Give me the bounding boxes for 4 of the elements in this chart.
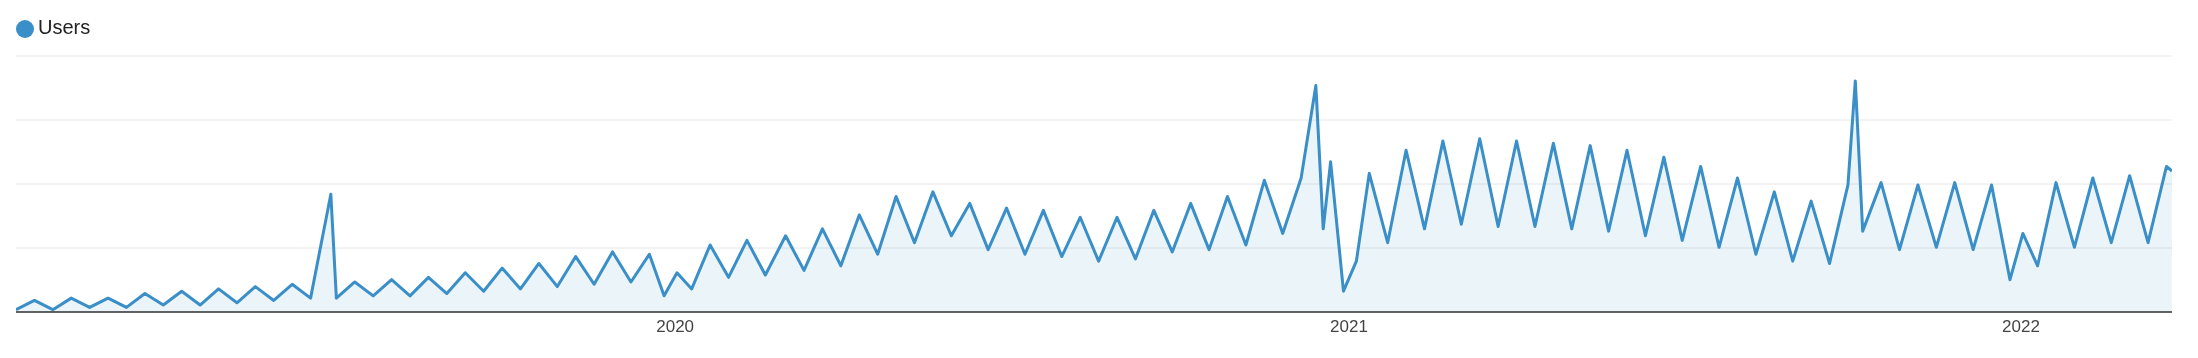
legend-label: Users <box>38 16 91 38</box>
x-tick-label: 2022 <box>2002 317 2040 337</box>
x-tick-label: 2021 <box>1330 317 1368 337</box>
x-tick-label: 2020 <box>656 317 695 337</box>
